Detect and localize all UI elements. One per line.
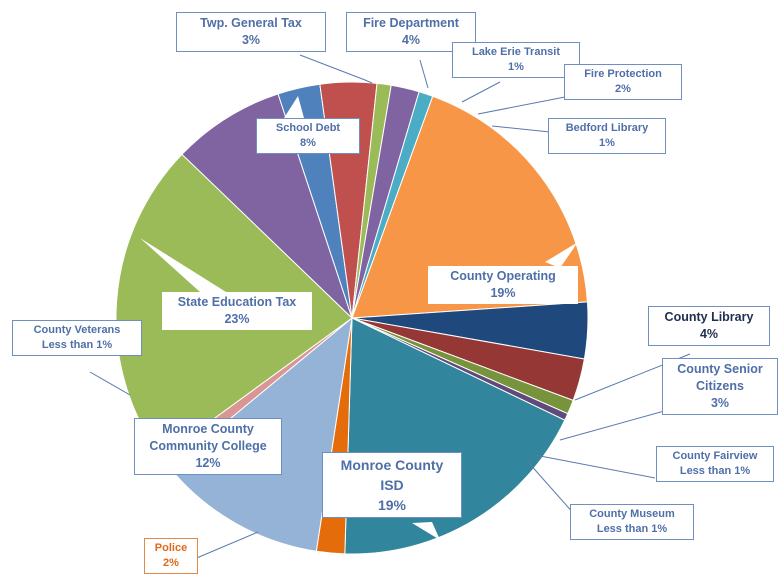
callout-pointers: [140, 96, 578, 540]
label-name: Fire Protection: [584, 68, 662, 80]
label-school-debt: School Debt 8%: [256, 118, 360, 154]
label-pct: 3%: [710, 396, 730, 410]
leader-fairview: [534, 454, 656, 479]
label-police: Police 2%: [144, 538, 198, 574]
label-pct: 1%: [599, 137, 615, 149]
label-monroe-county-community-college: Monroe County Community College 12%: [134, 418, 282, 475]
label-state-education-tax: State Education Tax 23%: [162, 292, 312, 330]
pie-slice-bedford-library: [351, 91, 434, 319]
label-name-1: Monroe County: [162, 422, 254, 436]
label-name: County Fairview: [672, 450, 758, 462]
leader-lines: [89, 54, 691, 561]
label-name: Fire Department: [363, 16, 459, 30]
label-name-2: Community College: [149, 439, 267, 453]
label-pct: 12%: [195, 456, 221, 470]
label-name-2: Citizens: [696, 379, 744, 393]
pie-slice-county-operating: [351, 95, 588, 319]
label-name: County Museum: [589, 508, 675, 520]
label-county-fairview: County Fairview Less than 1%: [656, 446, 774, 482]
leader-police: [191, 531, 259, 561]
label-pct: 3%: [241, 33, 261, 47]
label-fire-protection: Fire Protection 2%: [564, 64, 682, 100]
label-name: School Debt: [275, 122, 341, 134]
leader-senior: [559, 409, 669, 441]
label-name: County Veterans: [33, 324, 121, 336]
label-pct: 2%: [615, 83, 631, 95]
label-pct: 23%: [224, 312, 250, 326]
pointer-school-debt: [284, 96, 304, 118]
label-name: Police: [154, 542, 188, 554]
label-pct: 19%: [377, 497, 407, 513]
label-county-operating: County Operating 19%: [428, 266, 578, 304]
label-pct: 8%: [300, 137, 316, 149]
label-name-1: Monroe County: [340, 457, 444, 473]
label-pct: Less than 1%: [679, 465, 751, 477]
pointer-isd: [412, 522, 440, 540]
label-name-1: County Senior: [677, 362, 763, 376]
leader-lake-erie: [461, 81, 501, 103]
label-bedford-library: Bedford Library 1%: [548, 118, 666, 154]
label-name: Lake Erie Transit: [471, 46, 561, 58]
label-name: State Education Tax: [177, 295, 297, 309]
label-pct: 4%: [401, 33, 421, 47]
leader-fire-prot: [477, 96, 566, 115]
leader-bedford: [491, 125, 551, 133]
label-pct: 4%: [699, 327, 719, 341]
label-name-2: ISD: [380, 477, 404, 493]
leader-veterans: [89, 371, 131, 396]
label-monroe-county-isd: Monroe County ISD 19%: [322, 452, 462, 518]
label-name: County Operating: [450, 269, 556, 283]
label-pct: 19%: [490, 286, 516, 300]
label-county-museum: County Museum Less than 1%: [570, 504, 694, 540]
label-name: County Library: [664, 310, 754, 324]
label-pct: Less than 1%: [596, 523, 668, 535]
label-pct: 2%: [163, 557, 179, 569]
leader-twp: [299, 54, 373, 84]
label-name: Bedford Library: [565, 122, 649, 134]
label-county-senior-citizens: County Senior Citizens 3%: [662, 358, 778, 415]
label-name: Twp. General Tax: [200, 16, 302, 30]
label-pct: 1%: [508, 61, 524, 73]
leader-museum: [527, 461, 576, 516]
label-county-veterans: County Veterans Less than 1%: [12, 320, 142, 356]
leader-fire-dept: [419, 59, 429, 89]
label-county-library: County Library 4%: [648, 306, 770, 346]
pointer-state-ed: [140, 238, 226, 292]
label-twp-general-tax: Twp. General Tax 3%: [176, 12, 326, 52]
pointer-county-op: [545, 242, 578, 268]
label-lake-erie-transit: Lake Erie Transit 1%: [452, 42, 580, 78]
label-pct: Less than 1%: [41, 339, 113, 351]
pie-slice-school-debt: [181, 93, 353, 319]
